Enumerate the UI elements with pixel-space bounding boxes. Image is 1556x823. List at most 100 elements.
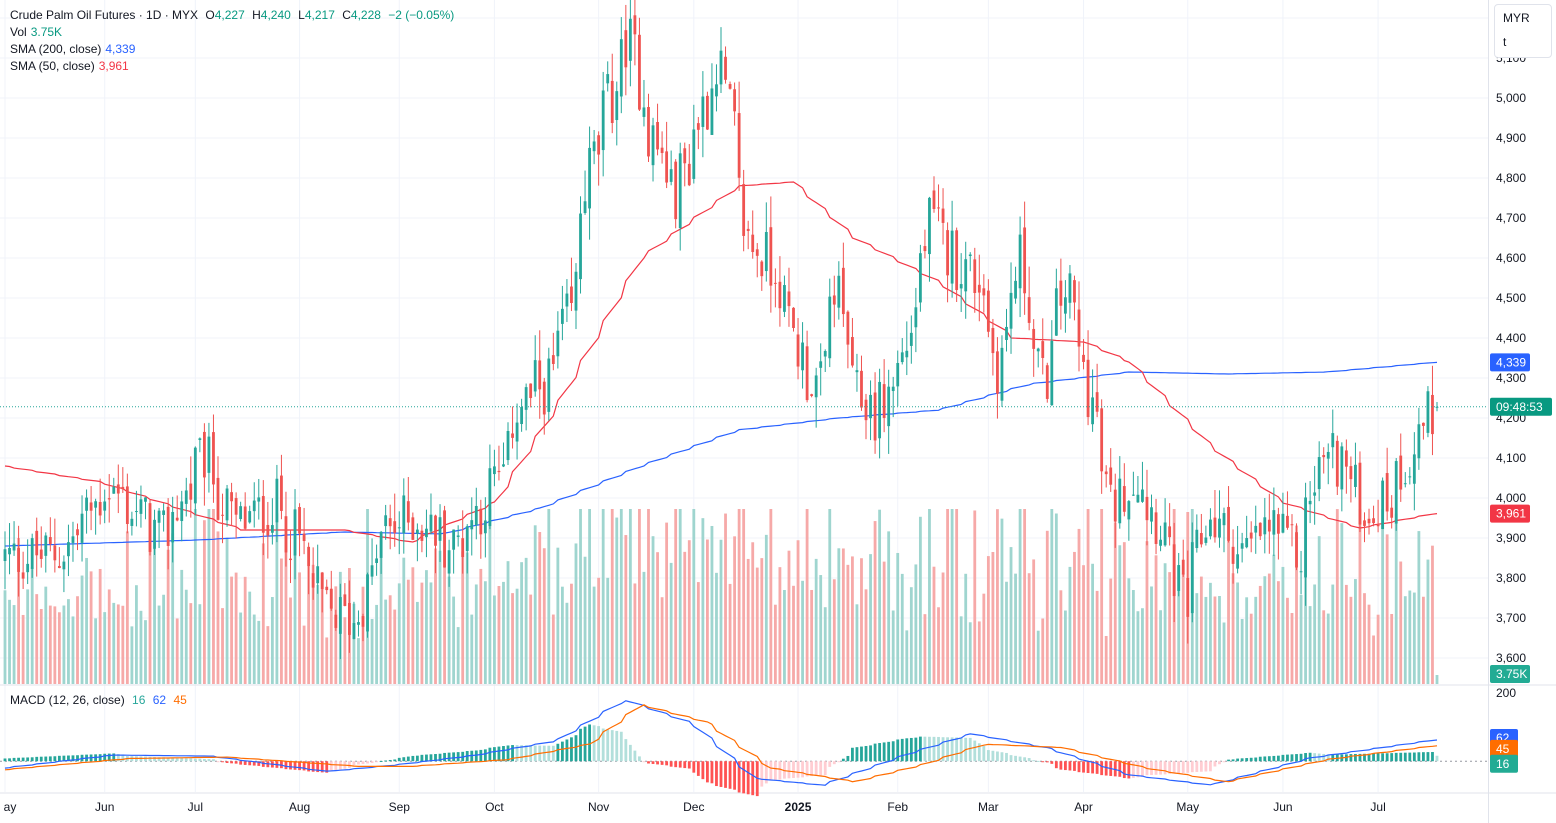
candle-body [1358, 462, 1362, 525]
volume-bar [538, 532, 542, 684]
macd-legend[interactable]: MACD (12, 26, close) 16 62 45 [10, 692, 191, 709]
price-tick-label: 4,500 [1496, 291, 1526, 305]
volume-bar [293, 509, 297, 684]
candle-body [474, 505, 478, 526]
volume-bar [103, 612, 107, 684]
macd-histogram-bar [687, 761, 691, 769]
volume-bar [1000, 518, 1004, 684]
macd-histogram-bar [665, 761, 669, 766]
candle-body [89, 502, 93, 511]
macd-histogram-bar [1308, 752, 1312, 762]
macd-histogram-bar [669, 761, 673, 767]
macd-histogram-bar [1209, 761, 1212, 772]
candle-body [1308, 500, 1312, 505]
macd-histogram-bar [615, 730, 619, 762]
time-tick-label: Aug [289, 800, 310, 814]
volume-bar [166, 549, 170, 684]
volume-bar [719, 539, 723, 684]
symbol-title[interactable]: Crude Palm Oil Futures · 1D · MYX [10, 8, 199, 22]
volume-bar [746, 558, 750, 684]
sma50-legend[interactable]: SMA (50, close) 3,961 [10, 58, 133, 75]
macd-histogram-bar [316, 761, 320, 773]
volume-bar [470, 614, 474, 684]
macd-histogram-bar [855, 747, 859, 762]
volume-bar [212, 509, 215, 684]
time-axis[interactable]: ay Jun Jul Aug Sep Oct Nov Dec 2025 Feb Mar Apr May J… [4, 800, 1386, 814]
macd-histogram-bar [891, 741, 895, 762]
volume-bar [982, 593, 986, 684]
volume-bar [483, 581, 487, 684]
volume-bar [801, 580, 804, 684]
macd-histogram-bar [1213, 761, 1217, 767]
macd-histogram-bar [366, 761, 369, 764]
macd-histogram-bar [53, 756, 57, 762]
macd-histogram-bar [1204, 761, 1208, 772]
macd-histogram-bar [1199, 761, 1203, 772]
volume-bar [814, 558, 818, 684]
volume-bar [1168, 572, 1172, 684]
macd-histogram-bar [1172, 761, 1176, 774]
macd-histogram-bar [1091, 761, 1094, 774]
volume-bar [261, 543, 265, 684]
candle-body [411, 517, 415, 540]
candle-body [12, 543, 16, 551]
volume-bar [606, 577, 610, 684]
candle-body [796, 334, 800, 367]
macd-histogram-bar [171, 757, 175, 762]
volume-bar [144, 620, 147, 684]
macd-histogram-bar [438, 753, 442, 762]
macd-histogram-bar [588, 724, 591, 762]
macd-histogram-bar [76, 755, 79, 762]
candle-body [1276, 514, 1280, 534]
candle-body [1100, 408, 1104, 472]
macd-histogram-bar [1431, 752, 1434, 762]
sma-200-line [4, 361, 1438, 547]
candle-body [17, 548, 20, 572]
candle-body [601, 90, 605, 151]
volume-bar [968, 622, 972, 684]
macd-histogram-bar [805, 761, 809, 777]
candle-body [832, 295, 836, 305]
unit-label[interactable]: t [1503, 35, 1507, 49]
volume-bar [810, 589, 814, 684]
ohlc-low: L4,217 [298, 8, 335, 22]
candle-body [846, 311, 850, 345]
volume-legend[interactable]: Vol 3.75K [10, 24, 66, 41]
candle-body [864, 399, 868, 421]
macd-histogram-bar [638, 756, 641, 762]
volume-bar [909, 587, 913, 684]
macd-histogram-bar [202, 758, 206, 762]
volume-bar [796, 540, 800, 684]
currency-label[interactable]: MYR [1503, 11, 1530, 25]
macd-histogram-bar [660, 761, 664, 765]
macd-histogram-bar [1077, 761, 1081, 773]
volume-bar [116, 604, 120, 684]
volume-bar [1354, 579, 1357, 684]
volume-bar [388, 595, 392, 684]
macd-histogram-bar [361, 761, 365, 764]
candle-body [162, 510, 166, 515]
macd-histogram-bar [248, 761, 252, 766]
unit-selector[interactable]: MYR t [1494, 4, 1552, 58]
macd-histogram-bar [1086, 761, 1090, 774]
volume-bar [1222, 622, 1226, 684]
macd-histogram-bar [1023, 757, 1027, 762]
candle-body [1322, 455, 1326, 458]
macd-histogram-bar [456, 752, 460, 762]
volume-bar [1335, 509, 1339, 684]
candle-body [80, 513, 84, 543]
macd-histogram-bar [216, 761, 220, 763]
candle-body [352, 623, 356, 639]
candle-body [243, 506, 247, 529]
macd-histogram-bar [986, 750, 990, 762]
price-tick-label: 4,100 [1496, 451, 1526, 465]
candle-body [502, 464, 505, 467]
candle-body [338, 597, 342, 634]
macd-histogram-bar [696, 761, 700, 776]
macd-histogram-bar [1295, 754, 1298, 762]
volume-bar [62, 605, 66, 684]
sma200-legend[interactable]: SMA (200, close) 4,339 [10, 41, 139, 58]
macd-histogram-bar [384, 760, 388, 762]
macd-histogram-bar [1014, 755, 1017, 762]
